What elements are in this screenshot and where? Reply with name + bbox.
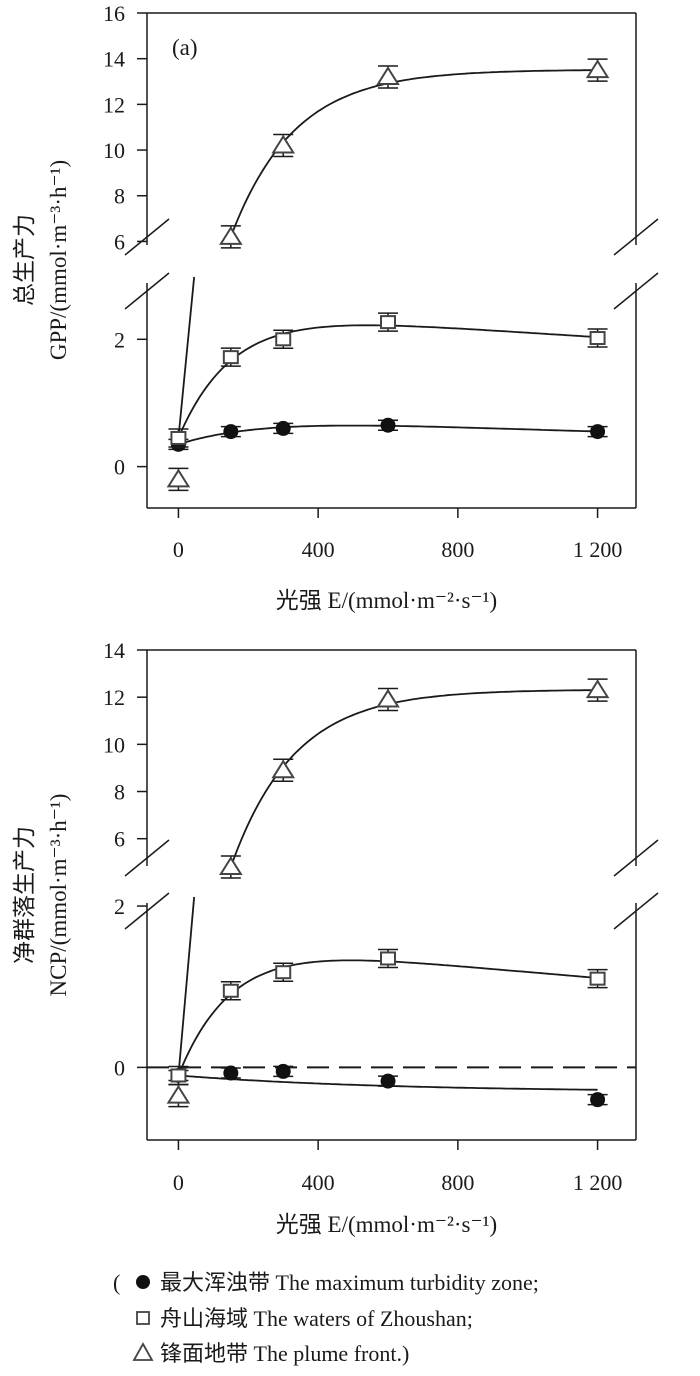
y-tick-label: 12 — [103, 685, 125, 710]
series-zhoushan — [168, 312, 608, 448]
data-point — [275, 420, 291, 436]
initial-slope-line — [177, 276, 196, 439]
data-point — [170, 1068, 187, 1083]
data-point — [589, 331, 606, 346]
data-point — [380, 951, 397, 966]
series-turbidity — [168, 417, 608, 452]
data-point — [590, 1092, 606, 1108]
data-point — [376, 66, 400, 85]
panel-label: (a) — [172, 35, 198, 60]
data-point — [222, 983, 239, 998]
data-point — [275, 965, 292, 980]
data-point — [589, 971, 606, 986]
series-zhoushan — [168, 948, 608, 1086]
y-axis-label-cn: 总生产力 — [12, 214, 37, 306]
x-tick-label: 800 — [441, 537, 474, 562]
data-point — [271, 759, 296, 779]
chart-panel-2: 0 400 800 1 200 0 2 6 8 10 12 14 光强 E/(mmol·m⁻²·s⁻¹… — [12, 638, 659, 1237]
legend-group: ( 最大浑浊带 The maximum turbidity zone; 舟山海域 T… — [113, 1270, 539, 1366]
legend-item-plume: 锋面地带 The plume front.) — [132, 1341, 409, 1366]
data-point — [222, 350, 239, 365]
x-axis-label: 光强 E/(mmol·m⁻²·s⁻¹) — [276, 1212, 497, 1237]
y-tick-label: 2 — [114, 894, 125, 919]
data-point — [380, 1073, 396, 1089]
initial-slope-line — [177, 896, 196, 1076]
x-tick-label: 400 — [302, 1170, 335, 1195]
y-tick-label: 6 — [114, 827, 125, 852]
x-tick-label: 1 200 — [573, 537, 623, 562]
y-tick-label: 12 — [103, 92, 125, 117]
data-point — [166, 468, 191, 488]
axis-break-left — [124, 218, 170, 310]
y-axis-label-en: NCP/(mmol·m⁻³·h⁻¹) — [46, 794, 71, 997]
data-point — [585, 679, 610, 699]
series-curve — [229, 689, 598, 868]
x-tick-label: 0 — [173, 1170, 184, 1195]
axis-break-right — [613, 218, 659, 310]
data-point — [590, 424, 606, 440]
plot-frame — [124, 649, 659, 1141]
legend-label: 锋面地带 The plume front.) — [160, 1341, 409, 1366]
series-plume — [166, 58, 610, 492]
y-tick-label: 0 — [114, 1055, 125, 1080]
data-point — [275, 332, 292, 347]
series-plume — [166, 678, 610, 1108]
y-axis-label-cn: 净群落生产力 — [12, 826, 37, 964]
y-tick-label: 8 — [114, 184, 125, 209]
data-point — [275, 1063, 291, 1079]
x-tick-label: 1 200 — [573, 1170, 623, 1195]
data-point — [170, 430, 187, 445]
legend-label: 舟山海域 The waters of Zhoushan; — [160, 1306, 473, 1331]
legend-item-turbidity: 最大浑浊带 The maximum turbidity zone; — [136, 1270, 539, 1295]
data-point — [271, 134, 296, 154]
axis-break-right — [613, 839, 659, 930]
y-tick-label: 14 — [103, 638, 125, 663]
y-tick-label: 8 — [114, 780, 125, 805]
y-tick-label: 10 — [103, 732, 125, 757]
legend-item-zhoushan: 舟山海域 The waters of Zhoushan; — [136, 1306, 473, 1331]
y-tick-label: 2 — [114, 327, 125, 352]
y-tick-label: 0 — [114, 455, 125, 480]
y-axis-label-en: GPP/(mmol·m⁻³·h⁻¹) — [46, 160, 71, 360]
x-tick-label: 400 — [302, 537, 335, 562]
data-point — [376, 688, 400, 708]
series-curve — [177, 959, 598, 1076]
data-point — [219, 225, 243, 245]
y-tick-label: 16 — [103, 1, 125, 26]
chart-panel-1: 0 400 800 1 200 0 2 6 8 10 12 14 16 光强 E/(mmol·m⁻²·s… — [12, 1, 659, 613]
series-curve — [229, 69, 598, 238]
plot-frame — [124, 12, 659, 509]
series-turbidity — [168, 1063, 608, 1108]
y-tick-label: 6 — [114, 229, 125, 254]
data-point — [223, 424, 239, 440]
legend-marker — [136, 1311, 150, 1325]
x-axis-label: 光强 E/(mmol·m⁻²·s⁻¹) — [276, 588, 497, 613]
legend-label: 最大浑浊带 The maximum turbidity zone; — [160, 1270, 539, 1295]
y-tick-label: 10 — [103, 138, 125, 163]
legend-marker — [136, 1275, 150, 1289]
legend-marker — [132, 1342, 154, 1361]
y-tick-label: 14 — [103, 47, 125, 72]
data-point — [380, 315, 397, 330]
data-point — [585, 59, 610, 79]
x-tick-label: 800 — [441, 1170, 474, 1195]
axis-break-left — [124, 839, 170, 930]
data-point — [380, 417, 396, 433]
x-tick-label: 0 — [173, 537, 184, 562]
data-point — [166, 1084, 191, 1104]
y-axis-label: 净群落生产力 NCP/(mmol·m⁻³·h⁻¹) — [12, 794, 71, 997]
data-point — [219, 856, 243, 875]
legend-open-paren: ( — [113, 1270, 120, 1295]
y-axis-label: 总生产力 GPP/(mmol·m⁻³·h⁻¹) — [12, 160, 71, 360]
data-point — [223, 1065, 239, 1081]
